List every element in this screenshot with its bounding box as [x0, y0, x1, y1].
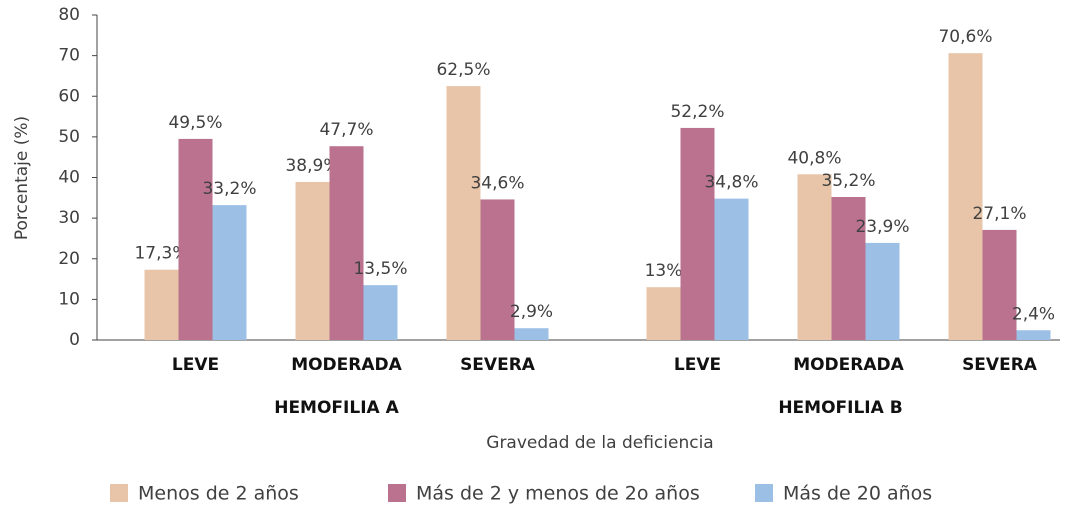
bar [831, 197, 866, 340]
bar [144, 269, 179, 340]
value-label: 47,7% [319, 120, 373, 140]
value-label: 13,5% [353, 259, 407, 279]
bar [446, 86, 481, 340]
bar [646, 287, 681, 340]
value-label: 34,6% [470, 173, 524, 193]
x-tick-label: LEVE [172, 355, 219, 375]
value-label: 35,2% [821, 171, 875, 191]
x-tick-label: SEVERA [962, 355, 1038, 375]
y-tick-label: 20 [58, 249, 80, 269]
value-label: 62,5% [436, 60, 490, 80]
x-axis-title: Gravedad de la deficiencia [486, 433, 713, 453]
value-label: 23,9% [855, 217, 909, 237]
y-tick-label: 70 [58, 46, 80, 66]
value-label: 2,4% [1012, 304, 1055, 324]
legend-label: Más de 2 y menos de 2o años [416, 483, 700, 505]
bar [329, 146, 364, 340]
x-tick-label: MODERADA [793, 355, 904, 375]
x-tick-label: MODERADA [291, 355, 402, 375]
legend-swatch [755, 484, 773, 502]
y-tick-label: 60 [58, 86, 80, 106]
bar [982, 229, 1017, 340]
value-label: 40,8% [787, 148, 841, 168]
value-label: 34,8% [704, 173, 758, 193]
bar [680, 127, 715, 340]
legend-label: Más de 20 años [783, 483, 932, 505]
bar [865, 242, 900, 340]
value-label: 49,5% [168, 113, 222, 133]
legend-swatch [110, 484, 128, 502]
bar [480, 199, 515, 340]
y-tick-label: 50 [58, 127, 80, 147]
value-label: 13% [645, 261, 683, 281]
y-tick-label: 40 [58, 168, 80, 188]
x-tick-label: SEVERA [460, 355, 536, 375]
bar [797, 174, 832, 340]
group-label: HEMOFILIA B [778, 398, 902, 418]
group-label: HEMOFILIA A [274, 398, 399, 418]
bar [178, 138, 213, 340]
legend-swatch [388, 484, 406, 502]
bar [212, 205, 247, 340]
bar [363, 285, 398, 340]
y-tick-label: 0 [69, 330, 80, 350]
y-tick-label: 30 [58, 208, 80, 228]
y-axis-title: Porcentaje (%) [12, 116, 32, 240]
bar [714, 198, 749, 340]
bar [295, 181, 330, 340]
bar [948, 53, 983, 340]
value-label: 27,1% [972, 204, 1026, 224]
value-label: 38,9% [285, 156, 339, 176]
x-tick-label: LEVE [674, 355, 721, 375]
bar [514, 328, 549, 340]
value-label: 33,2% [202, 179, 256, 199]
value-label: 17,3% [134, 244, 188, 264]
value-label: 70,6% [938, 27, 992, 47]
legend-label: Menos de 2 años [138, 483, 299, 505]
y-tick-label: 80 [58, 5, 80, 25]
value-label: 2,9% [510, 302, 553, 322]
y-tick-label: 10 [58, 289, 80, 309]
bar [1016, 330, 1051, 340]
value-label: 52,2% [670, 102, 724, 122]
